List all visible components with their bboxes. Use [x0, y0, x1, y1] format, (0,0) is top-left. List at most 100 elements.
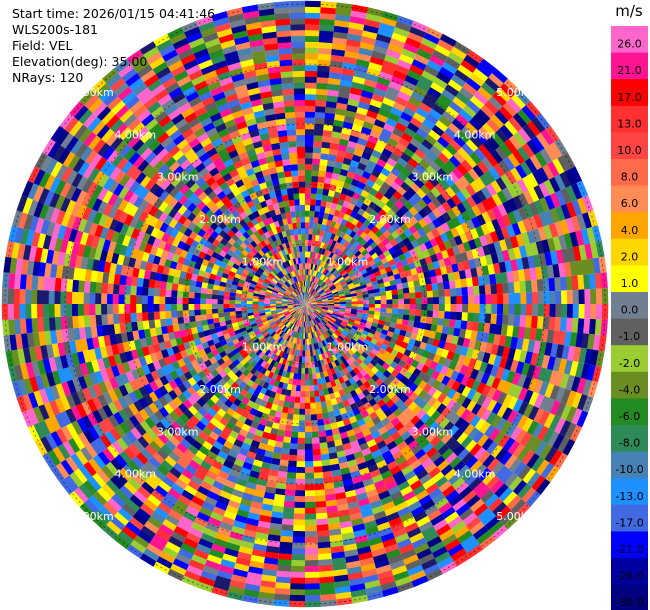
- velocity-gate: [305, 280, 307, 287]
- velocity-gate: [453, 41, 471, 55]
- velocity-gate: [480, 186, 492, 200]
- velocity-gate: [345, 267, 353, 274]
- velocity-gate: [307, 257, 310, 264]
- velocity-gate: [414, 53, 430, 66]
- velocity-gate: [384, 142, 396, 153]
- velocity-gate: [312, 152, 321, 160]
- velocity-gate: [307, 280, 310, 287]
- velocity-gate: [559, 219, 570, 235]
- velocity-gate: [404, 269, 413, 277]
- velocity-gate: [309, 287, 313, 294]
- velocity-gate: [350, 254, 358, 262]
- velocity-gate: [430, 81, 445, 94]
- velocity-gate: [566, 201, 577, 218]
- velocity-gate: [336, 274, 343, 280]
- velocity-gate: [392, 268, 400, 276]
- velocity-gate: [488, 95, 503, 111]
- velocity-gate: [460, 59, 477, 73]
- velocity-gate: [359, 95, 372, 105]
- velocity-gate: [364, 278, 372, 285]
- velocity-gate: [447, 171, 460, 183]
- velocity-gate: [313, 258, 318, 265]
- velocity-gate: [308, 228, 313, 235]
- velocity-gate: [363, 275, 371, 281]
- velocity-gate: [491, 193, 503, 207]
- velocity-gate: [334, 19, 350, 28]
- velocity-gate: [305, 152, 313, 159]
- velocity-gate: [342, 157, 352, 166]
- velocity-gate: [491, 206, 503, 219]
- velocity-gate: [370, 276, 378, 283]
- velocity-gate: [380, 128, 393, 138]
- velocity-gate: [315, 258, 320, 266]
- velocity-gate: [344, 275, 351, 281]
- velocity-gate: [564, 169, 577, 186]
- velocity-gate: [340, 238, 347, 246]
- velocity-gate: [473, 257, 482, 268]
- velocity-gate: [423, 270, 431, 279]
- velocity-gate: [381, 181, 391, 191]
- velocity-gate: [309, 216, 315, 223]
- velocity-gate: [481, 81, 497, 97]
- velocity-gate: [440, 190, 452, 202]
- velocity-gate: [516, 178, 529, 193]
- velocity-gate: [441, 163, 453, 176]
- velocity-gate: [419, 258, 428, 267]
- velocity-gate: [538, 182, 551, 198]
- velocity-gate: [390, 204, 400, 214]
- velocity-gate: [357, 253, 365, 260]
- velocity-gate: [402, 264, 411, 272]
- velocity-gate: [421, 96, 436, 109]
- velocity-gate: [473, 147, 487, 161]
- velocity-gate: [515, 233, 525, 247]
- velocity-gate: [326, 89, 339, 97]
- velocity-gate: [378, 71, 393, 81]
- velocity-gate: [327, 213, 334, 221]
- velocity-gate: [418, 208, 428, 219]
- velocity-gate: [306, 286, 308, 293]
- velocity-gate: [305, 300, 310, 304]
- velocity-gate: [321, 297, 329, 301]
- velocity-gate: [314, 111, 326, 119]
- velocity-gate: [344, 151, 354, 160]
- velocity-gate: [457, 147, 470, 160]
- velocity-gate: [428, 108, 443, 121]
- velocity-gate: [338, 266, 345, 273]
- velocity-gate: [380, 102, 393, 113]
- velocity-gate: [386, 270, 394, 277]
- velocity-gate: [333, 209, 341, 217]
- velocity-gate: [565, 217, 576, 234]
- velocity-gate: [348, 285, 356, 290]
- velocity-gate: [455, 91, 471, 105]
- velocity-gate: [373, 144, 385, 154]
- velocity-gate: [400, 181, 411, 192]
- velocity-gate: [400, 111, 413, 123]
- velocity-gate: [543, 179, 556, 195]
- velocity-gate: [434, 267, 443, 277]
- velocity-gate: [539, 148, 553, 165]
- velocity-gate: [305, 193, 311, 200]
- velocity-gate: [549, 207, 561, 223]
- velocity-gate: [451, 263, 460, 273]
- velocity-gate: [560, 187, 572, 204]
- velocity-gate: [350, 210, 358, 219]
- velocity-gate: [468, 168, 480, 181]
- velocity-gate: [339, 192, 347, 201]
- velocity-gate: [421, 70, 437, 82]
- velocity-gate: [335, 256, 342, 264]
- velocity-gate: [333, 254, 340, 262]
- velocity-gate: [445, 229, 455, 240]
- velocity-gate: [371, 149, 382, 159]
- velocity-gate: [305, 280, 308, 287]
- velocity-gate: [451, 118, 466, 131]
- velocity-gate: [382, 59, 397, 71]
- velocity-gate: [305, 299, 309, 304]
- velocity-gate: [351, 4, 369, 14]
- velocity-gate: [363, 252, 372, 260]
- velocity-gate: [409, 215, 419, 226]
- velocity-gate: [422, 204, 433, 215]
- velocity-gate: [318, 289, 325, 294]
- velocity-gate: [369, 187, 379, 197]
- velocity-gate: [343, 115, 355, 124]
- velocity-gate: [374, 177, 385, 187]
